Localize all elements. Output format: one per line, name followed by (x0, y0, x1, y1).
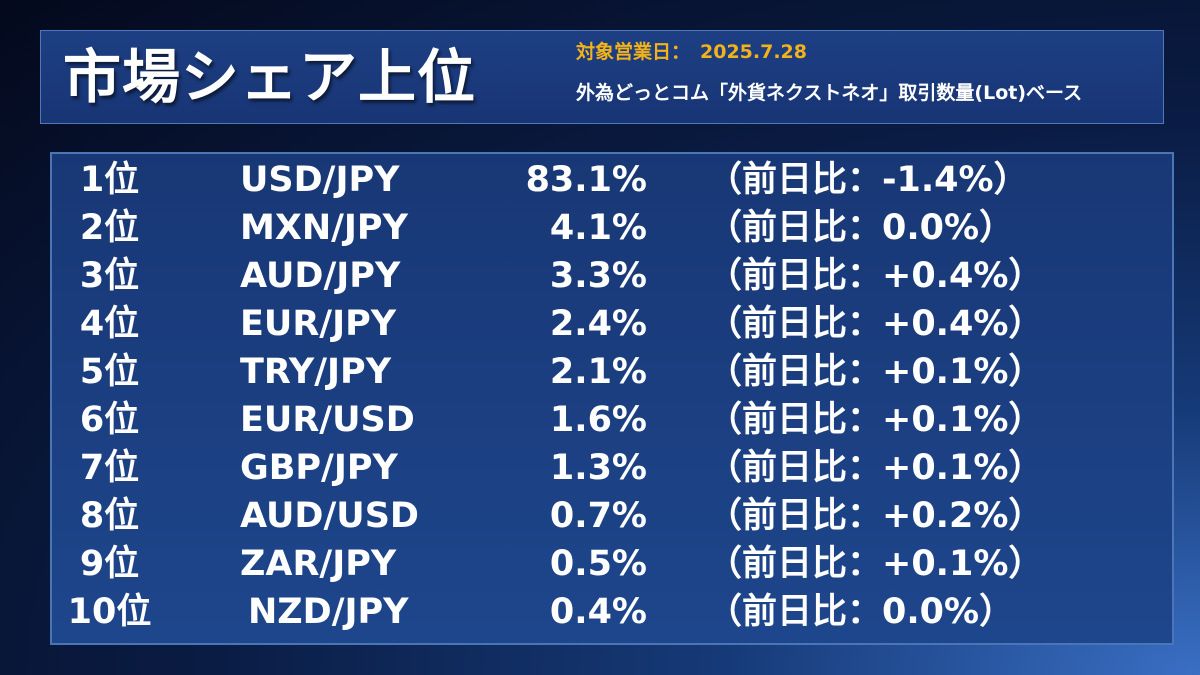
market-share: 2.1% (549, 352, 647, 392)
market-share: 83.1% (525, 160, 647, 200)
ranking-row: 2位 MXN/JPY 4.1% （前日比：0.0%） (52, 204, 1172, 252)
ranking-table: 1位 USD/JPY 83.1% （前日比：-1.4%） 2位 MXN/JPY … (50, 152, 1174, 645)
day-change: （前日比：+0.4%） (707, 256, 1044, 296)
currency-pair: AUD/JPY (240, 256, 401, 296)
ranking-row: 8位 AUD/USD 0.7% （前日比：+0.2%） (52, 492, 1172, 540)
market-share: 1.6% (549, 400, 647, 440)
day-change: （前日比：+0.1%） (707, 544, 1044, 584)
header-panel: 市場シェア上位 対象営業日： 2025.7.28 外為どっとコム「外貨ネクストネオ… (40, 30, 1164, 124)
currency-pair: NZD/JPY (248, 592, 409, 632)
day-change: （前日比：+0.1%） (707, 400, 1044, 440)
currency-pair: MXN/JPY (240, 208, 408, 248)
ranking-row: 1位 USD/JPY 83.1% （前日比：-1.4%） (52, 156, 1172, 204)
rank-label: 2位 (79, 208, 140, 248)
ranking-row: 6位 EUR/USD 1.6% （前日比：+0.1%） (52, 396, 1172, 444)
currency-pair: TRY/JPY (240, 352, 392, 392)
day-change: （前日比：0.0%） (707, 592, 1015, 632)
day-change: （前日比：0.0%） (707, 208, 1015, 248)
market-share: 0.7% (549, 496, 647, 536)
currency-pair: GBP/JPY (240, 448, 398, 488)
business-date-value: 2025.7.28 (700, 41, 807, 63)
day-change: （前日比：+0.1%） (707, 352, 1044, 392)
rank-label: 7位 (79, 448, 140, 488)
page-subtitle: 外為どっとコム「外貨ネクストネオ」取引数量(Lot)ベース (576, 82, 1083, 104)
currency-pair: USD/JPY (240, 160, 400, 200)
rank-label: 1位 (79, 160, 140, 200)
market-share: 4.1% (549, 208, 647, 248)
day-change: （前日比：-1.4%） (707, 160, 1029, 200)
currency-pair: AUD/USD (240, 496, 419, 536)
ranking-row: 7位 GBP/JPY 1.3% （前日比：+0.1%） (52, 444, 1172, 492)
rank-label: 6位 (79, 400, 140, 440)
ranking-row: 5位 TRY/JPY 2.1% （前日比：+0.1%） (52, 348, 1172, 396)
business-date: 対象営業日： 2025.7.28 (576, 39, 807, 65)
market-share: 1.3% (549, 448, 647, 488)
market-share: 2.4% (549, 304, 647, 344)
currency-pair: EUR/JPY (240, 304, 397, 344)
ranking-row: 4位 EUR/JPY 2.4% （前日比：+0.4%） (52, 300, 1172, 348)
rank-label: 5位 (79, 352, 140, 392)
ranking-row: 10位 NZD/JPY 0.4% （前日比：0.0%） (52, 588, 1172, 636)
day-change: （前日比：+0.2%） (707, 496, 1044, 536)
market-share: 0.5% (549, 544, 647, 584)
market-share: 0.4% (549, 592, 647, 632)
ranking-row: 3位 AUD/JPY 3.3% （前日比：+0.4%） (52, 252, 1172, 300)
currency-pair: ZAR/JPY (240, 544, 397, 584)
rank-label: 4位 (79, 304, 140, 344)
ranking-row: 9位 ZAR/JPY 0.5% （前日比：+0.1%） (52, 540, 1172, 588)
rank-label: 10位 (67, 592, 152, 632)
business-date-label: 対象営業日： (576, 41, 691, 63)
rank-label: 8位 (79, 496, 140, 536)
rank-label: 9位 (79, 544, 140, 584)
day-change: （前日比：+0.1%） (707, 448, 1044, 488)
day-change: （前日比：+0.4%） (707, 304, 1044, 344)
currency-pair: EUR/USD (240, 400, 415, 440)
rank-label: 3位 (79, 256, 140, 296)
page-title: 市場シェア上位 (63, 43, 477, 111)
market-share: 3.3% (549, 256, 647, 296)
